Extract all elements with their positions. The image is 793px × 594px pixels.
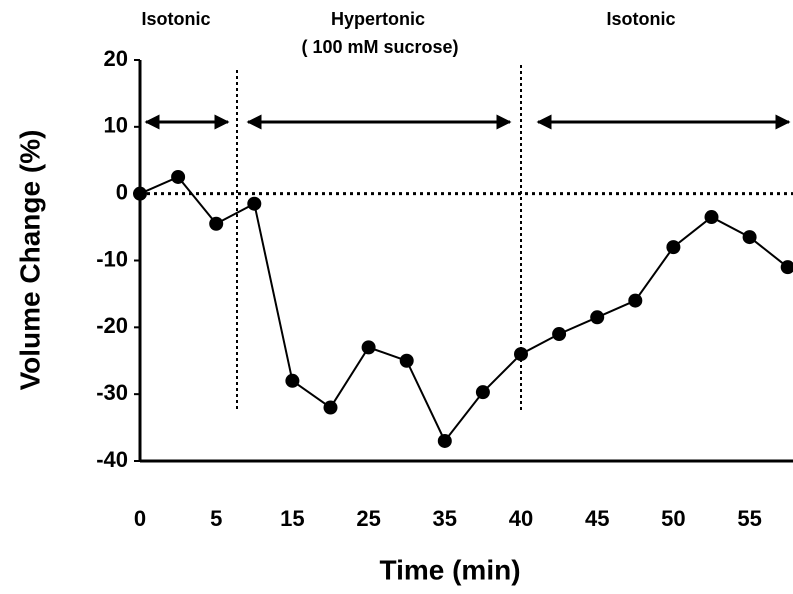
phase-dividers <box>236 65 522 412</box>
data-point <box>171 169 186 184</box>
x-tick-label: 40 <box>509 506 533 531</box>
x-tick-label: 55 <box>737 506 761 531</box>
annotation: Hypertonic <box>331 9 425 29</box>
data-point <box>475 385 490 400</box>
data-point <box>552 327 567 342</box>
y-tick-label: -30 <box>96 380 128 405</box>
data-point <box>247 196 262 211</box>
data-point <box>590 310 605 325</box>
x-tick-label: 5 <box>210 506 222 531</box>
x-axis-title: Time (min) <box>379 554 520 585</box>
y-tick-label: -10 <box>96 246 128 271</box>
y-axis-title: Volume Change (%) <box>14 130 45 391</box>
data-point <box>628 293 643 308</box>
data-line <box>139 175 789 443</box>
data-point <box>704 210 719 225</box>
y-tick-label: 0 <box>116 179 128 204</box>
x-tick-label: 15 <box>280 506 304 531</box>
annotation: ( 100 mM sucrose) <box>301 37 458 57</box>
y-tick-label: 10 <box>104 113 128 138</box>
data-point <box>133 186 147 201</box>
data-point <box>361 340 376 355</box>
annotation: Isotonic <box>606 9 675 29</box>
data-point <box>399 353 414 368</box>
data-point <box>437 433 452 448</box>
y-tick-label: 20 <box>104 46 128 71</box>
x-tick-label: 25 <box>356 506 380 531</box>
data-point <box>209 216 224 231</box>
data-point <box>666 240 681 255</box>
x-tick-label: 0 <box>134 506 146 531</box>
annotation: Isotonic <box>141 9 210 29</box>
x-tick-label: 45 <box>585 506 609 531</box>
data-point <box>323 400 338 415</box>
y-tick-label: -20 <box>96 313 128 338</box>
x-tick-label: 35 <box>433 506 457 531</box>
data-point <box>285 373 300 388</box>
data-point <box>514 347 528 362</box>
x-tick-label: 50 <box>661 506 685 531</box>
data-point <box>780 260 793 275</box>
y-tick-label: -40 <box>96 447 128 472</box>
data-point <box>742 230 757 245</box>
